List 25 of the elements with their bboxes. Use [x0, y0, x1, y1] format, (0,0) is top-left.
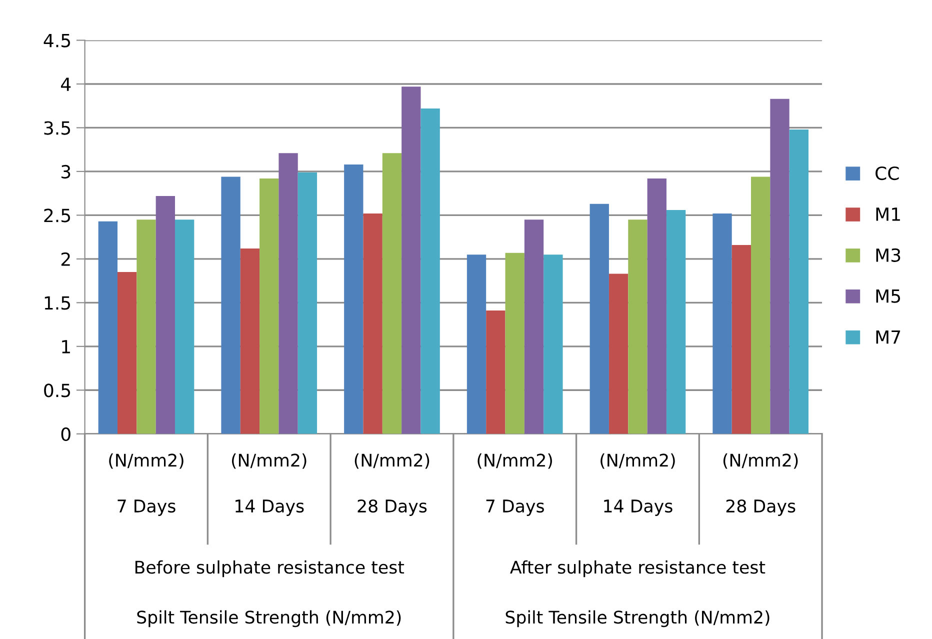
y-tick-label: 1.5 — [44, 296, 70, 310]
legend-label: M1 — [876, 208, 900, 221]
y-tick-label: 1 — [62, 340, 70, 354]
category-label: (N/mm2) 7 Days — [478, 453, 552, 516]
legend-label: M7 — [876, 330, 900, 344]
category-label: (N/mm2) 14 Days — [600, 453, 675, 516]
legend-label: CC — [876, 166, 899, 180]
y-tick-label: 4.5 — [44, 34, 70, 48]
legend-label: M3 — [876, 248, 900, 262]
text: Before sulphate resistance test — [135, 560, 404, 578]
y-tick-label: 2.5 — [44, 208, 70, 222]
y-tick-label: 3.5 — [44, 121, 70, 135]
category-label: (N/mm2) 28 Days — [354, 453, 430, 516]
text: After sulphate resistance test — [510, 560, 766, 578]
category-label: (N/mm2) 7 Days — [109, 453, 184, 516]
y-tick-label: 4 — [61, 78, 71, 91]
y-tick-label: 0.5 — [44, 384, 70, 398]
y-tick-label: 3 — [62, 164, 70, 179]
text: Spilt Tensile Strength (N/mm2) — [506, 610, 770, 628]
category-label: (N/mm2) 14 Days — [232, 453, 306, 516]
y-tick-label: 2 — [61, 252, 70, 266]
y-tick-label: 0 — [61, 427, 70, 441]
legend-label: M5 — [876, 290, 900, 303]
text: Spilt Tensile Strength (N/mm2) — [137, 610, 401, 628]
category-label: (N/mm2) 28 Days — [723, 453, 798, 516]
